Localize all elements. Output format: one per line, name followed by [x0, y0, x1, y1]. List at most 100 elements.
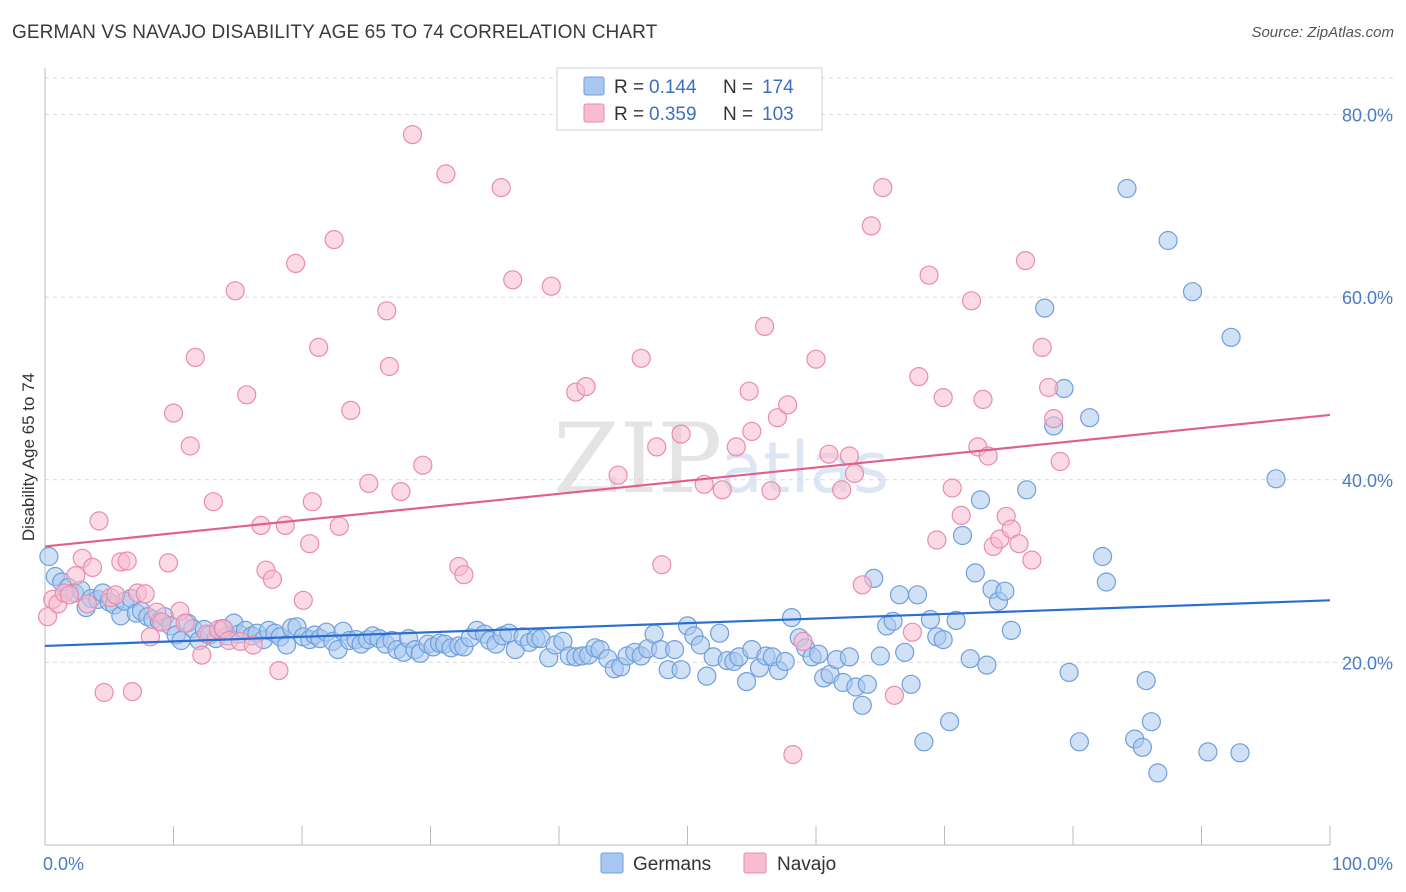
grid-lines — [45, 77, 1395, 663]
navajo-point — [262, 569, 282, 589]
navajo-point — [163, 403, 184, 423]
navajo-point — [359, 473, 379, 493]
navajo-point — [576, 377, 596, 397]
germans-point — [857, 674, 878, 694]
navajo-point — [402, 125, 423, 145]
navajo-point — [652, 555, 672, 575]
y-tick-label-3: 80.0% — [1342, 106, 1393, 126]
navajo-point — [819, 444, 839, 464]
germans-point — [914, 732, 934, 752]
navajo-point — [309, 337, 329, 357]
navajo-point — [541, 276, 561, 296]
navajo-point — [884, 685, 905, 705]
navajo-point — [117, 551, 137, 571]
navajo-point — [503, 270, 523, 290]
navajo-point — [951, 505, 971, 526]
legend-r-value-navajo: 0.359 — [649, 104, 697, 125]
navajo-point — [300, 534, 320, 554]
navajo-point — [329, 516, 349, 536]
watermark-zip: ZIP — [553, 403, 722, 515]
germans-point — [870, 646, 890, 666]
navajo-point — [203, 492, 223, 512]
navajo-point — [37, 607, 58, 627]
navajo-point — [180, 436, 200, 456]
y-axis-label: Disability Age 65 to 74 — [19, 373, 38, 541]
germans-point — [933, 629, 953, 650]
navajo-point — [927, 530, 947, 550]
navajo-point — [761, 481, 781, 501]
x-tick-label-min: 0.0% — [43, 854, 84, 874]
navajo-point — [237, 385, 257, 405]
germans-point — [1096, 572, 1117, 592]
legend-r-value-germans: 0.144 — [649, 77, 697, 98]
legend-n-value-navajo: 103 — [762, 104, 794, 125]
legend-n-label-navajo: N = — [723, 104, 753, 125]
germans-point — [907, 585, 928, 605]
germans-point — [1182, 282, 1203, 302]
germans-point — [1001, 620, 1021, 641]
y-tick-label-2: 60.0% — [1342, 288, 1393, 308]
germans-point — [939, 712, 960, 732]
navajo-point — [671, 424, 691, 444]
navajo-point — [861, 216, 881, 236]
navajo-point — [1038, 377, 1059, 398]
bottom-legend-swatch-germans — [600, 852, 624, 874]
navajo-point — [269, 660, 289, 681]
germans-point — [775, 651, 795, 672]
navajo-point — [243, 635, 263, 655]
germans-point — [781, 607, 802, 628]
germans-point — [1035, 298, 1055, 318]
germans-point — [1080, 408, 1100, 428]
germans-point — [1059, 662, 1079, 683]
germans-point — [1069, 732, 1090, 752]
germans-point — [1141, 712, 1162, 732]
germans-point — [1017, 480, 1037, 500]
navajo-point — [873, 178, 893, 198]
germans-point — [895, 642, 915, 662]
legend-swatch-navajo — [583, 103, 605, 123]
navajo-point — [302, 492, 322, 512]
navajo-point — [844, 463, 865, 483]
navajo-point — [726, 437, 746, 457]
navajo-point — [122, 681, 142, 702]
axes — [44, 68, 1331, 846]
germans-point — [970, 490, 991, 510]
navajo-point — [94, 682, 114, 703]
germans-point — [697, 666, 717, 686]
bottom-legend-germans: Germans — [633, 854, 711, 875]
navajo-point — [413, 455, 433, 475]
legend-r-label-germans: R = — [614, 77, 644, 98]
bottom-legend-swatch-navajo — [743, 852, 767, 874]
navajo-point — [742, 421, 762, 441]
germans-point — [839, 647, 860, 667]
germans-point — [1148, 763, 1168, 783]
navajo-point — [77, 594, 98, 614]
germans-point — [39, 546, 59, 567]
germans-point — [852, 695, 872, 715]
navajo-point — [135, 584, 155, 604]
legend-n-value-germans: 174 — [762, 77, 794, 98]
navajo-point — [1015, 251, 1036, 271]
y-tick-label-0: 20.0% — [1342, 653, 1393, 673]
navajo-point — [293, 590, 313, 610]
germans-point — [901, 674, 921, 694]
germans-point — [808, 644, 829, 664]
navajo-point — [391, 482, 411, 502]
navajo-point — [712, 480, 732, 500]
germans-point — [709, 623, 730, 643]
navajo-point — [225, 281, 245, 301]
germans-point — [1221, 327, 1241, 347]
germans-point — [1136, 670, 1156, 691]
navajo-point — [89, 511, 109, 531]
navajo-point — [158, 553, 178, 573]
series-legend: Germans Navajo — [600, 852, 836, 875]
navajo-point — [1050, 451, 1070, 472]
germans-point — [1117, 178, 1137, 199]
navajo-point — [324, 230, 344, 250]
navajo-point — [491, 178, 511, 198]
navajo-point — [852, 575, 872, 595]
navajo-point — [454, 565, 474, 585]
germans-point — [1266, 469, 1286, 489]
navajo-trend-line — [44, 413, 1331, 548]
navajo-point — [754, 316, 775, 336]
